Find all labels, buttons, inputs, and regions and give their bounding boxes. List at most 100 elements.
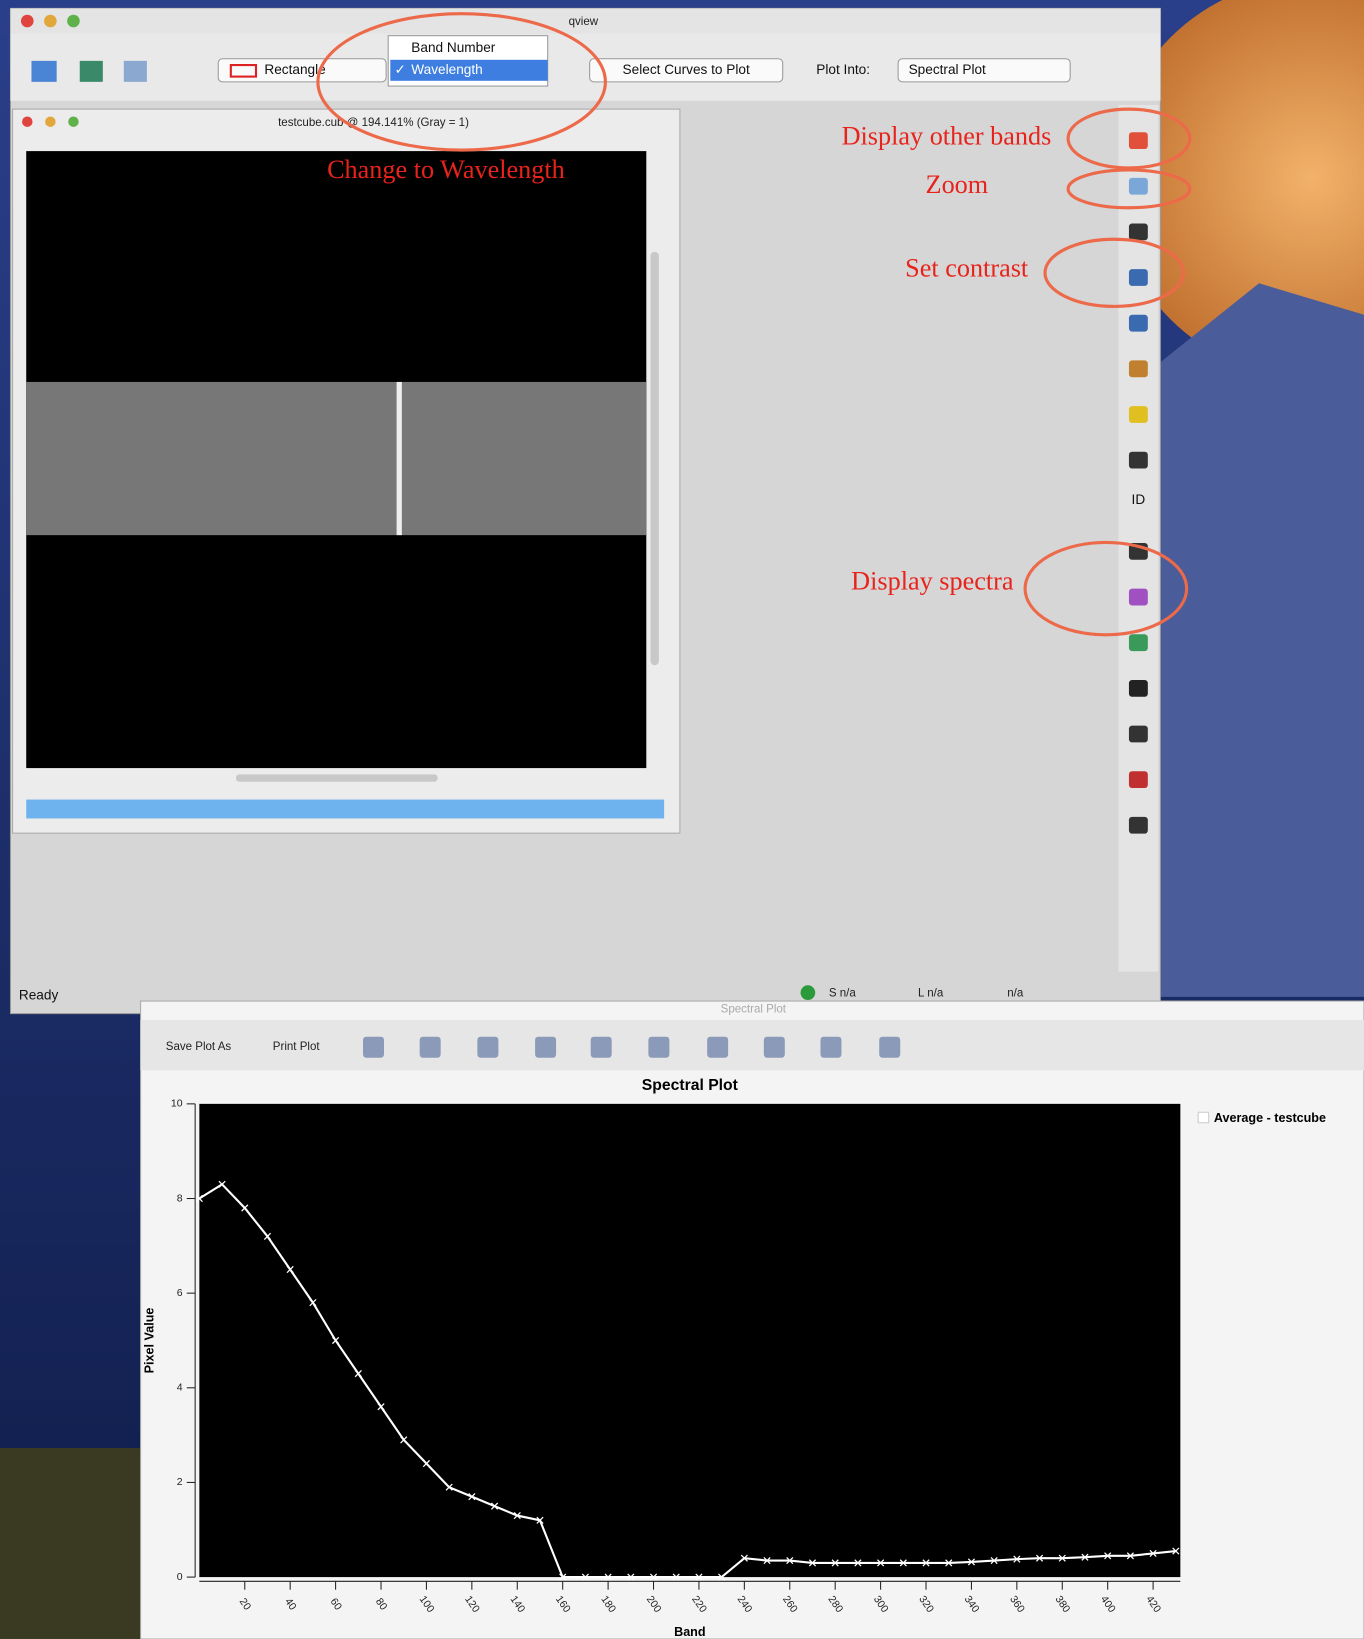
progress-bar: [26, 799, 665, 819]
data-point: [990, 1556, 998, 1565]
plot-into-value: Spectral Plot: [909, 62, 986, 77]
open-icon[interactable]: [31, 60, 57, 82]
plot-tool-button[interactable]: [477, 1036, 499, 1058]
status-ready: Ready: [19, 987, 59, 1002]
data-point: [400, 1436, 408, 1444]
data-point: [922, 1559, 930, 1567]
tool-button[interactable]: [1128, 314, 1148, 332]
select-curves-button[interactable]: [589, 58, 784, 83]
print-icon[interactable]: [123, 60, 147, 82]
x-axis-label: Band: [674, 1625, 705, 1639]
legend-swatch: [1197, 1111, 1210, 1124]
data-point: [263, 1232, 272, 1240]
minimize-button[interactable]: [44, 14, 57, 28]
image-seam: [396, 381, 402, 536]
rect-icon: [229, 64, 258, 78]
dropdown-selected[interactable]: [390, 59, 548, 81]
data-point: [627, 1573, 635, 1581]
tool-button[interactable]: [1128, 634, 1148, 652]
y-tick-label: 4: [177, 1383, 183, 1394]
tool-select[interactable]: [217, 58, 387, 83]
tool-button[interactable]: [1128, 269, 1148, 286]
tool-id[interactable]: ID: [1132, 492, 1146, 507]
window-title: qview: [569, 16, 599, 28]
data-point: [808, 1559, 817, 1567]
data-point: [945, 1559, 953, 1567]
close-button[interactable]: [20, 14, 34, 28]
data-point: [536, 1516, 544, 1524]
plot-window-title: Spectral Plot: [721, 1003, 787, 1015]
print-plot-button[interactable]: Print Plot: [273, 1041, 321, 1053]
data-point: [309, 1299, 317, 1307]
status-line: L n/a: [918, 988, 944, 1000]
series-line: [198, 1182, 1176, 1579]
tool-button[interactable]: [1128, 451, 1148, 469]
data-point: [241, 1204, 249, 1212]
plot-area: [199, 1103, 1181, 1578]
data-point: [1058, 1554, 1066, 1562]
annotation-oval: [1066, 107, 1192, 170]
plot-tool-button[interactable]: [820, 1036, 842, 1058]
tool-button[interactable]: [1128, 132, 1148, 150]
plot-into-select[interactable]: [897, 58, 1071, 83]
scrollbar[interactable]: [236, 774, 438, 782]
data-point: [604, 1573, 612, 1581]
annotation: Set contrast: [905, 254, 1029, 283]
tool-button[interactable]: [1128, 406, 1148, 423]
dropdown-option[interactable]: Band Number: [411, 40, 496, 55]
tool-button[interactable]: [1128, 725, 1148, 743]
data-point: [672, 1573, 680, 1581]
plot-tool-button[interactable]: [707, 1036, 729, 1058]
status-other: n/a: [1007, 988, 1024, 1000]
annotation: Display spectra: [851, 566, 1014, 595]
save-icon[interactable]: [79, 60, 103, 82]
plot-tool-button[interactable]: [363, 1036, 385, 1058]
zoom-button[interactable]: [68, 116, 79, 127]
tool-button[interactable]: [1128, 177, 1148, 195]
plot-tool-button[interactable]: [763, 1036, 785, 1058]
data-point: [967, 1558, 976, 1566]
data-point: [877, 1559, 885, 1567]
annotation: Change to Wavelength: [327, 155, 565, 184]
data-point: [831, 1559, 839, 1567]
tool-button[interactable]: [1128, 223, 1148, 241]
plot-into-label: Plot Into:: [816, 62, 870, 77]
data-point: [468, 1493, 476, 1501]
tool-button[interactable]: [1128, 771, 1148, 789]
legend-label[interactable]: Average - testcube: [1214, 1111, 1326, 1125]
plot-tool-button[interactable]: [535, 1036, 557, 1058]
data-point: [513, 1511, 521, 1520]
plot-tool-button[interactable]: [648, 1036, 670, 1058]
minimize-button[interactable]: [45, 116, 56, 127]
data-point: [854, 1559, 862, 1567]
data-point: [786, 1556, 794, 1565]
y-tick-label: 6: [177, 1288, 183, 1299]
moon: [1112, 0, 1364, 378]
data-point: [649, 1573, 658, 1581]
dropdown-option[interactable]: Wavelength: [411, 62, 482, 77]
tool-select-label: Rectangle: [264, 62, 325, 77]
tool-button[interactable]: [1128, 588, 1148, 606]
y-axis-label: Pixel Value: [142, 1308, 156, 1374]
chart-title: Spectral Plot: [642, 1077, 739, 1094]
data-point: [286, 1265, 294, 1274]
scrollbar[interactable]: [650, 251, 659, 666]
tool-button[interactable]: [1128, 360, 1148, 378]
plot-tool-button[interactable]: [879, 1036, 901, 1058]
zoom-button[interactable]: [67, 14, 80, 28]
close-button[interactable]: [22, 116, 33, 127]
save-plot-button[interactable]: Save Plot As: [166, 1041, 232, 1053]
data-point: [218, 1180, 226, 1188]
plot-tool-button[interactable]: [419, 1036, 441, 1058]
y-tick-label: 0: [177, 1572, 183, 1583]
data-point: [1081, 1553, 1089, 1561]
annotation-oval: [316, 12, 607, 152]
title-bar: [10, 8, 1161, 34]
plot-tool-button[interactable]: [590, 1036, 612, 1058]
tool-button[interactable]: [1128, 679, 1148, 697]
annotation: Display other bands: [842, 122, 1052, 151]
tool-button[interactable]: [1128, 816, 1148, 834]
data-point: [740, 1554, 748, 1562]
data-point: [332, 1336, 340, 1345]
